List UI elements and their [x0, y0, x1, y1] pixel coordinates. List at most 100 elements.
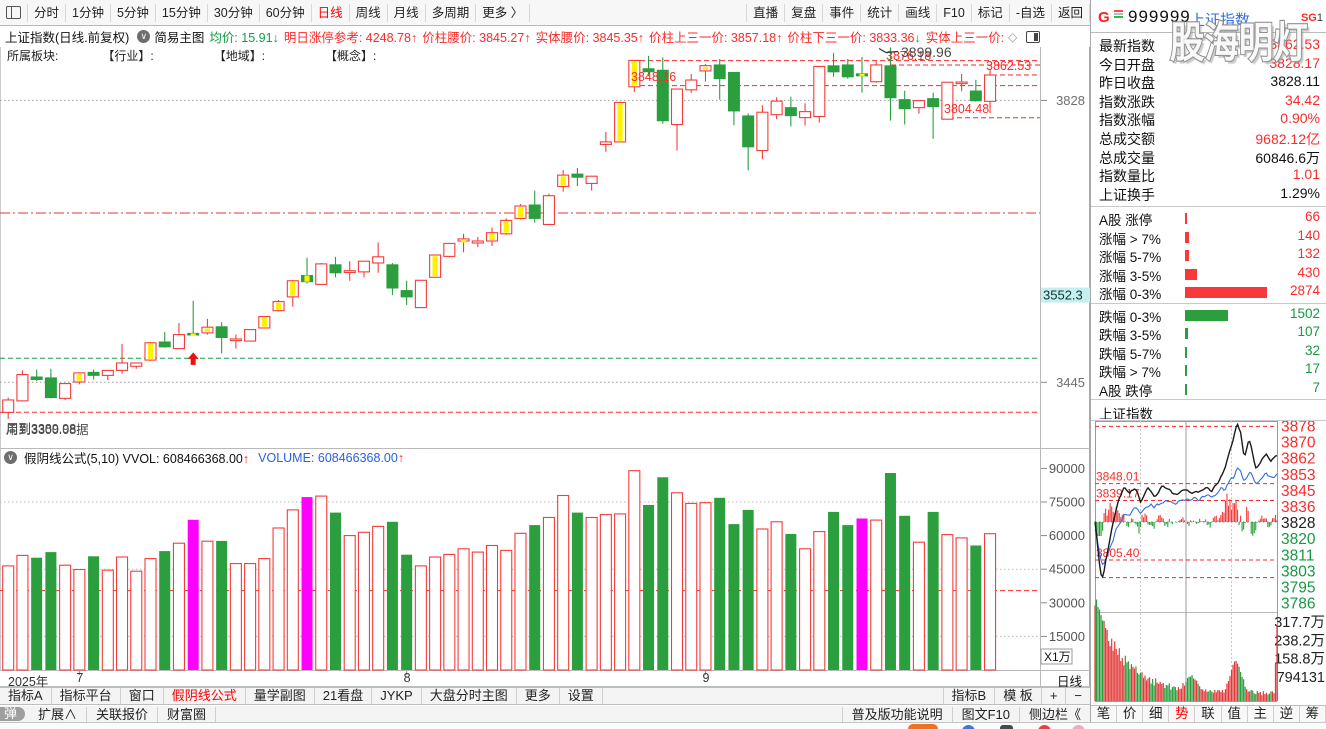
collapse-indicator-icon[interactable]: ∨ — [4, 451, 17, 464]
status-item-弹[interactable]: 弹 — [0, 707, 26, 721]
svg-text:3848.01: 3848.01 — [1096, 470, 1140, 484]
candles-layer — [2, 47, 997, 419]
quote-value: 1.01 — [1292, 166, 1320, 183]
levels-icon[interactable] — [1114, 10, 1123, 21]
bottom-tab-JYKP[interactable]: JYKP — [372, 688, 422, 704]
toolbar-action-返回[interactable]: 返回 — [1052, 3, 1090, 22]
view-mode-label[interactable]: 简易主图 — [154, 31, 205, 45]
count-bar — [1185, 309, 1228, 321]
side-tab-筹[interactable]: 筹 — [1300, 706, 1326, 722]
toolbar-period-30分钟[interactable]: 30分钟 — [208, 3, 260, 22]
svg-text:3828: 3828 — [1056, 93, 1085, 108]
bottom-tab-大盘分时主图[interactable]: 大盘分时主图 — [422, 688, 517, 704]
chevron-down-circle-icon[interactable]: ∨ — [137, 30, 151, 43]
bottom-tab-+[interactable]: + — [1040, 688, 1066, 704]
bottom-tab-设置[interactable]: 设置 — [560, 688, 603, 704]
status-item-图文F10[interactable]: 图文F10 — [951, 706, 1019, 722]
bottom-tab-指标平台[interactable]: 指标平台 — [52, 688, 121, 704]
bottom-tab-−[interactable]: − — [1065, 688, 1090, 704]
bottom-tab-指标A[interactable]: 指标A — [0, 688, 52, 704]
toolbar-action--自选[interactable]: -自选 — [1010, 3, 1052, 22]
sector-label[interactable]: 所属板块: — [7, 49, 59, 63]
quote-label: 上证换手 — [1099, 186, 1155, 203]
status-item-财富圈[interactable]: 财富圈 — [158, 706, 217, 722]
status-item-侧边栏《[interactable]: 侧边栏《 — [1018, 706, 1090, 722]
bottom-tab-更多[interactable]: 更多 — [517, 688, 560, 704]
intraday-mini-chart[interactable]: 3878387038623853384538363828382038113803… — [1091, 419, 1326, 704]
layout-split-icon[interactable] — [6, 6, 21, 19]
panel-toggle-icon[interactable] — [1026, 31, 1040, 43]
side-tab-细[interactable]: 细 — [1143, 706, 1170, 722]
indicator-name[interactable]: 假阴线公式(5,10) — [24, 452, 120, 466]
share-icon-blue[interactable] — [962, 725, 975, 729]
status-item-普及版功能说明[interactable]: 普及版功能说明 — [841, 706, 952, 722]
quote-row-上证换手: 上证换手 1.29% — [1091, 185, 1326, 204]
svg-text:3848.16: 3848.16 — [631, 70, 676, 84]
count-label: 跌幅 0-3% — [1099, 309, 1162, 325]
sector-label[interactable]: 【行业】: — [102, 49, 154, 63]
daily-candlestick-chart[interactable]: 3828 3445 3552.3 90000 75000 60000 45000 30000 1… — [0, 47, 1090, 687]
bottom-tab-21看盘[interactable]: 21看盘 — [315, 688, 373, 704]
toolbar-period-60分钟[interactable]: 60分钟 — [260, 3, 312, 22]
toolbar-action-画线[interactable]: 画线 — [899, 3, 938, 22]
toolbar-period-更多 〉[interactable]: 更多 〉 — [476, 3, 531, 22]
bottom-tab-量学副图[interactable]: 量学副图 — [246, 688, 315, 704]
count-value: 2874 — [1289, 283, 1320, 298]
share-icon-orange[interactable] — [908, 724, 938, 729]
toolbar-period-周线[interactable]: 周线 — [350, 3, 388, 22]
metric: 明日涨停参考: 4248.78↑ — [284, 27, 417, 46]
toolbar-action-F10[interactable]: F10 — [937, 3, 972, 22]
share-icon-pink[interactable] — [1072, 725, 1085, 729]
side-tab-值[interactable]: 值 — [1222, 706, 1248, 722]
toolbar-period-日线[interactable]: 日线 — [312, 3, 350, 22]
stock-code[interactable]: 999999 — [1128, 7, 1191, 26]
svg-text:3805.40: 3805.40 — [1096, 546, 1140, 560]
side-tab-逆[interactable]: 逆 — [1274, 706, 1300, 722]
count-bar — [1185, 287, 1267, 298]
share-icon-red[interactable] — [1038, 725, 1051, 729]
count-bar — [1185, 383, 1187, 395]
toolbar-period-1分钟[interactable]: 1分钟 — [66, 3, 111, 22]
toolbar-period-多周期[interactable]: 多周期 — [426, 3, 477, 22]
count-row-涨幅 5-7%: 涨幅 5-7% 132 — [1091, 246, 1326, 265]
period-label[interactable]: 日线 — [1056, 675, 1082, 689]
bottom-tab-假阴线公式[interactable]: 假阴线公式 — [164, 688, 246, 704]
toolbar-action-统计[interactable]: 统计 — [861, 3, 900, 22]
toolbar-period-月线[interactable]: 月线 — [388, 3, 426, 22]
count-value: 66 — [1304, 209, 1320, 224]
toolbar-period-5分钟[interactable]: 5分钟 — [111, 3, 156, 22]
quote-label: 指数量比 — [1099, 168, 1155, 185]
stock-name[interactable]: 上证指数 — [1190, 12, 1251, 29]
toolbar-action-标记[interactable]: 标记 — [972, 3, 1010, 22]
g-flag: G — [1098, 9, 1110, 26]
side-tab-势[interactable]: 势 — [1169, 706, 1196, 722]
toolbar-period-15分钟[interactable]: 15分钟 — [156, 3, 208, 22]
watermark: 股海明灯 — [1169, 18, 1309, 67]
date-axis-label: 8 — [403, 671, 411, 685]
side-tab-联[interactable]: 联 — [1195, 706, 1222, 722]
share-icon-dark[interactable] — [1000, 725, 1013, 729]
status-item-关联报价[interactable]: 关联报价 — [87, 706, 159, 722]
bottom-tab-窗口[interactable]: 窗口 — [121, 688, 164, 704]
svg-text:90000: 90000 — [1049, 461, 1085, 476]
status-bar: 弹扩展∧ 关联报价 财富圈 普及版功能说明 图文F10 侧边栏《 — [0, 706, 1090, 722]
mini-chart-title[interactable]: 上证指数 — [1099, 407, 1153, 422]
toolbar-action-复盘[interactable]: 复盘 — [785, 3, 824, 22]
side-tab-主[interactable]: 主 — [1248, 706, 1274, 722]
toolbar-action-事件[interactable]: 事件 — [823, 3, 862, 22]
bottom-tab-模 板[interactable]: 模 板 — [994, 688, 1041, 704]
instrument-info-bar: 上证指数(日线.前复权) ∨ 简易主图 均价: 15.91↓ 明日涨停参考: 42… — [0, 26, 1090, 47]
sector-label[interactable]: 【概念】: — [325, 49, 377, 63]
bottom-tab-指标B[interactable]: 指标B — [942, 688, 995, 704]
volume-indicator-header: ∨ 假阴线公式(5,10) VVOL: 608466368.00↑ VOLUME… — [0, 450, 404, 466]
count-label: 跌幅 3-5% — [1099, 328, 1162, 343]
sector-label[interactable]: 【地域】: — [213, 49, 266, 63]
status-item-扩展∧[interactable]: 扩展∧ — [29, 706, 88, 722]
metric: 实体腰价: 3845.35↑ — [536, 27, 644, 46]
side-tab-笔[interactable]: 笔 — [1091, 706, 1118, 722]
svg-text:3839.17: 3839.17 — [1096, 487, 1140, 501]
toolbar-period-分时[interactable]: 分时 — [27, 3, 67, 22]
svg-text:3878: 3878 — [1281, 419, 1315, 436]
side-tab-价[interactable]: 价 — [1117, 706, 1144, 722]
toolbar-action-直播[interactable]: 直播 — [746, 3, 786, 22]
